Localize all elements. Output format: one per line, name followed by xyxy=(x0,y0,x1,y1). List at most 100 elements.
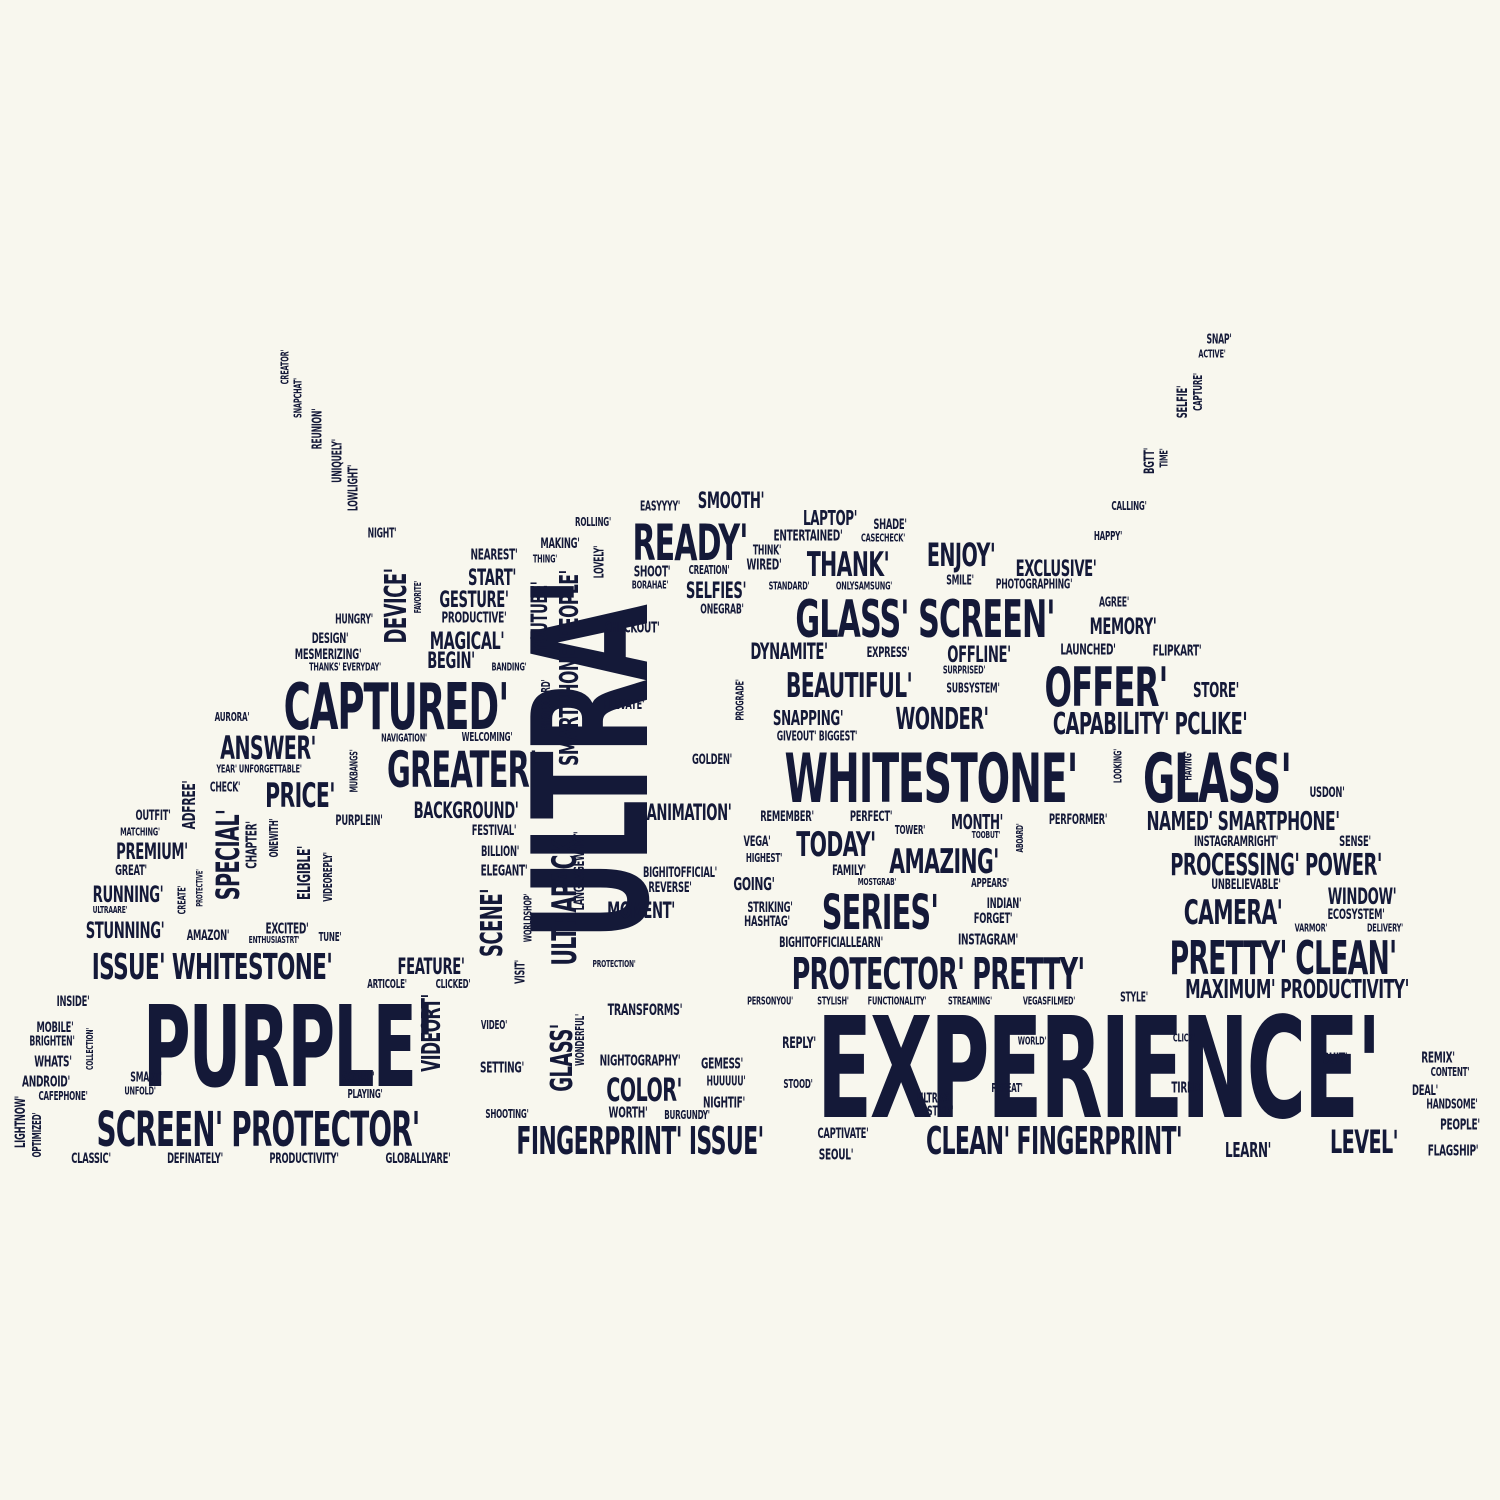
word: TASTIER' xyxy=(916,1104,954,1120)
word: WHATS' xyxy=(34,1052,72,1071)
word: CHECK' xyxy=(209,780,241,796)
word: ANSWER' xyxy=(220,729,316,767)
word: FINGERPRINT' ISSUE' xyxy=(516,1119,764,1163)
word: PRODUCTIVITY' xyxy=(269,1151,339,1167)
word: VARMOR' xyxy=(1294,921,1328,935)
word: INSIDE' xyxy=(56,994,90,1010)
word: BIGHITOFFICIALLEARN' xyxy=(779,935,883,951)
word: TOOBUT' xyxy=(971,830,1001,841)
word: ISSUE' WHITESTONE' xyxy=(91,947,333,988)
word: PEOPLE' xyxy=(1440,1115,1480,1134)
word: LAPTOP' xyxy=(802,506,858,530)
word: FESTIVAL' xyxy=(471,823,517,839)
word: DELIVERY' xyxy=(1366,921,1404,935)
word: MAKING' xyxy=(540,536,580,552)
word: LIGHTNOW' xyxy=(13,1096,29,1148)
word: ELEGANT' xyxy=(480,861,528,880)
word: SPECIAL' xyxy=(209,809,247,901)
word: WORLD' xyxy=(1017,1034,1047,1048)
word: SHOOTING' xyxy=(485,1107,529,1121)
word: SCENE' xyxy=(475,888,510,958)
word: UNFOLD' xyxy=(124,1084,156,1098)
word: GREATER' xyxy=(387,741,538,799)
word: FORGET' xyxy=(973,911,1013,927)
word: SMILE' xyxy=(946,573,974,589)
word: WIRED' xyxy=(746,555,782,574)
word: SUBSYSTEM' xyxy=(946,681,1000,697)
word: NIGHTIF' xyxy=(702,1093,746,1112)
word: REUNION' xyxy=(310,408,326,450)
word: GREAT' xyxy=(115,863,147,879)
word: STUNNING' xyxy=(85,919,165,944)
word: EXPRESS' xyxy=(866,645,910,661)
word: MATCHING' xyxy=(120,825,160,839)
word: BEAUTIFUL' xyxy=(785,666,913,706)
word: TRANSFORMS' xyxy=(607,1000,683,1019)
word: WONDER' xyxy=(895,702,989,737)
word: GEMESS' xyxy=(700,1054,744,1073)
word: CREATION' xyxy=(688,563,730,577)
word: OUTFIT' xyxy=(135,808,171,824)
word: VISIT' xyxy=(513,960,529,984)
word: HUUUUU' xyxy=(706,1074,746,1090)
word: LOOKING' xyxy=(1111,748,1125,784)
word: BGTT' xyxy=(1142,447,1158,475)
word: DEFINATELY' xyxy=(167,1151,223,1167)
word: SHADE' xyxy=(873,517,907,533)
word: CREATOR' xyxy=(278,349,292,385)
word: PURPLEIN' xyxy=(335,813,383,829)
word: ROLLING' xyxy=(575,515,611,529)
word: THANK' xyxy=(806,545,890,585)
word: AURORA' xyxy=(214,710,250,724)
word: WORTH' xyxy=(608,1103,648,1122)
word: USDON' xyxy=(1309,785,1345,801)
word: ACTIVE' xyxy=(1198,347,1226,361)
word: PROCESSING' POWER' xyxy=(1170,848,1382,883)
word: FUNCTIONALITY' xyxy=(867,994,927,1008)
word: SELFIES' xyxy=(685,579,747,604)
word: BANDING' xyxy=(491,660,527,674)
word: REPLY' xyxy=(782,1033,816,1052)
word: CAMERA' xyxy=(1183,893,1283,933)
word: STANDARD' xyxy=(768,579,810,593)
word: CAPTIVATE' xyxy=(817,1126,869,1142)
word: PERFECT' xyxy=(849,809,893,825)
word: PROTECTOR' PRETTY' xyxy=(791,949,1086,1000)
word: SURPRISED' xyxy=(942,663,986,677)
word: REMEMBER' xyxy=(760,809,814,825)
word: HIGHEST' xyxy=(745,851,783,865)
word: SHOOT' xyxy=(633,562,671,581)
word: BACKGROUND' xyxy=(413,799,519,824)
word: ANDROID' xyxy=(22,1072,70,1091)
word: OFFLINE' xyxy=(947,643,1011,668)
word: PERSONYOU' xyxy=(747,994,793,1008)
word: PERFORMER' xyxy=(1048,812,1108,828)
word: EXPERIENCE' xyxy=(816,988,1382,1151)
word: HAPPY' xyxy=(1093,529,1123,543)
word: GESTURE' xyxy=(439,588,509,613)
word: WHITESTONE' xyxy=(784,740,1079,819)
word: ELEVATE' xyxy=(603,697,645,713)
word: SCREEN' PROTECTOR' xyxy=(96,1102,420,1158)
word: SNAP' xyxy=(1206,332,1232,348)
word: PRODUCTIVE' xyxy=(441,608,507,627)
word: MOMENT' xyxy=(607,899,675,924)
word: ULTRAARE' xyxy=(92,905,128,916)
word: CASECHECK' xyxy=(860,531,906,545)
word: HASHTAG' xyxy=(744,914,790,930)
word: ELIGIBLE' xyxy=(294,845,315,901)
word: MOSTGRAB' xyxy=(857,877,897,888)
word: OPTIMIZED' xyxy=(30,1112,44,1158)
word: RUNNING' xyxy=(92,883,164,908)
word: YEAR' UNFORGETTABLE' xyxy=(216,762,302,776)
word: TIME' xyxy=(1157,448,1171,468)
word: PHOTOCARD' xyxy=(539,679,553,731)
word: MAGICAL' xyxy=(429,627,505,655)
word: GOING' xyxy=(733,874,775,895)
word: GOLDEN' xyxy=(692,752,732,768)
word: WINDOW' xyxy=(1327,885,1397,910)
word: SEOUL' xyxy=(818,1145,854,1164)
word: FAVORITE' xyxy=(413,580,424,614)
word: NAMED' SMARTPHONE' xyxy=(1146,807,1340,837)
